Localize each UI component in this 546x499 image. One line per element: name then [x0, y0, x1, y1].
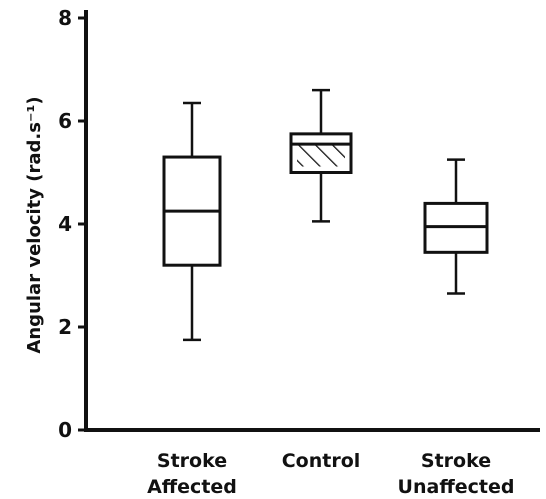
box-2 [289, 88, 353, 223]
y-axis-title: Angular velocity (rad.s⁻¹) [24, 96, 45, 353]
category-label: Stroke Unaffected [398, 450, 515, 498]
box-1 [162, 101, 222, 342]
category-label-line: Affected [147, 476, 237, 498]
y-tick-label: 0 [58, 418, 72, 442]
y-axis: 0 2 4 6 8 [58, 6, 88, 442]
y-tick-label: 6 [58, 109, 72, 133]
boxes-layer [162, 88, 489, 342]
hatched-fill [297, 144, 345, 167]
y-tick-label: 4 [58, 212, 72, 236]
category-label-line: Unaffected [398, 476, 515, 498]
box-3 [423, 158, 489, 295]
y-tick-label: 8 [58, 6, 72, 30]
category-labels: Stroke Affected Control Stroke Unaffected [147, 450, 514, 498]
category-label-line: Control [282, 450, 361, 472]
category-label-line: Stroke [421, 450, 491, 472]
category-label: Stroke Affected [147, 450, 237, 498]
category-label: Control [282, 450, 361, 472]
category-label-line: Stroke [157, 450, 227, 472]
y-tick-label: 2 [58, 315, 72, 339]
